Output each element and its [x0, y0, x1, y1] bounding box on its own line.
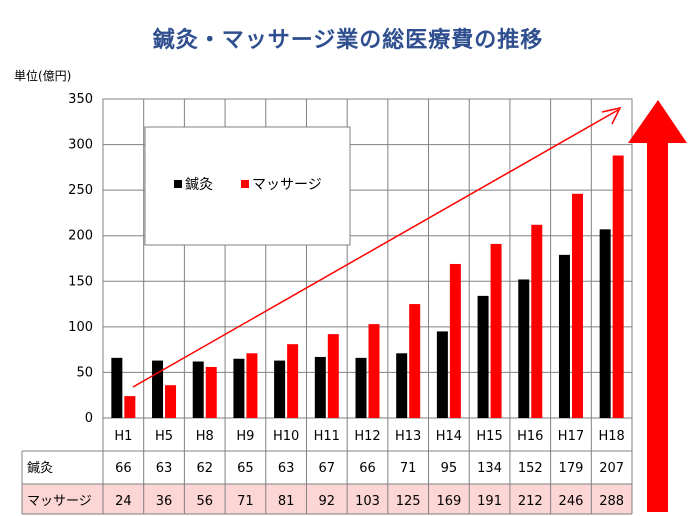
- bar-massage: [124, 396, 136, 418]
- bar-shinkyu: [233, 358, 245, 418]
- bar-massage: [531, 224, 543, 418]
- table-cell-value: 95: [441, 461, 458, 476]
- trend-arrow-head: [601, 106, 622, 125]
- table-cell-value: 212: [518, 494, 543, 509]
- bar-shinkyu: [518, 279, 530, 418]
- legend-label: マッサージ: [252, 177, 322, 193]
- bar-massage: [287, 344, 299, 418]
- table-cell-value: 71: [237, 494, 254, 509]
- table-cell-value: 288: [599, 494, 624, 509]
- bar-shinkyu: [314, 356, 326, 418]
- legend: 鍼灸 マッサージ: [144, 126, 351, 246]
- legend-label: 鍼灸: [185, 176, 213, 193]
- x-tick-label: H1: [114, 429, 132, 444]
- table-cell-value: 246: [559, 494, 584, 509]
- unit-label: 単位(億円): [14, 68, 71, 83]
- table-cell-value: 62: [196, 461, 213, 476]
- table-cell-value: 152: [518, 461, 543, 476]
- bar-massage: [409, 304, 421, 418]
- y-tick-label: 100: [68, 320, 93, 335]
- table-cell-value: 66: [115, 461, 132, 476]
- table-cell-value: 134: [477, 461, 502, 476]
- bar-massage: [327, 334, 339, 418]
- table-cell-value: 67: [319, 461, 336, 476]
- x-tick-label: H8: [196, 429, 214, 444]
- table-cell-value: 63: [278, 461, 295, 476]
- legend-swatch: [241, 180, 249, 188]
- x-tick-label: H14: [436, 429, 462, 444]
- table-cell-value: 65: [237, 461, 254, 476]
- bar-massage: [205, 366, 217, 418]
- table-cell-value: 56: [196, 494, 213, 509]
- bar-shinkyu: [477, 295, 489, 418]
- trend-arrow-line: [132, 109, 619, 388]
- x-tick-label: H12: [354, 429, 380, 444]
- bar-shinkyu: [192, 361, 204, 418]
- bar-massage: [571, 193, 583, 418]
- table-cell-value: 191: [477, 494, 502, 509]
- x-tick-label: H15: [476, 429, 502, 444]
- table-cell-value: 125: [396, 494, 421, 509]
- bar-massage: [449, 263, 461, 418]
- table-cell-value: 179: [559, 461, 584, 476]
- table-cell-value: 24: [115, 494, 132, 509]
- bar-shinkyu: [599, 229, 611, 418]
- table-cell-value: 71: [400, 461, 417, 476]
- bar-shinkyu: [152, 360, 164, 418]
- table-highlight-row: [22, 484, 632, 514]
- bar-massage: [490, 243, 502, 418]
- x-tick-label: H9: [236, 429, 254, 444]
- bar-shinkyu: [558, 254, 570, 418]
- bar-massage: [165, 385, 177, 418]
- y-tick-label: 300: [68, 138, 93, 153]
- bar-shinkyu: [436, 331, 448, 418]
- y-tick-label: 200: [68, 229, 93, 244]
- data-table: H1 H5 H8 H9 H10 H11 H12 H13 H14 H15 H16 H17 H18 鍼灸 66 6…: [21, 418, 633, 515]
- y-tick-label: 350: [68, 92, 93, 107]
- x-tick-label: H11: [314, 429, 340, 444]
- legend-swatch: [174, 180, 182, 188]
- x-tick-label: H10: [273, 429, 299, 444]
- table-cell-value: 169: [436, 494, 461, 509]
- table-cell-value: 81: [278, 494, 295, 509]
- chart-title: 鍼灸・マッサージ業の総医療費の推移: [152, 28, 544, 53]
- bar-shinkyu: [111, 357, 123, 418]
- bar-shinkyu: [274, 360, 286, 418]
- y-axis-ticks: 0 50 100 150 200 250 300 350: [68, 92, 93, 426]
- y-tick-label: 150: [68, 274, 93, 289]
- table-cell-value: 66: [359, 461, 376, 476]
- bar-massage: [368, 324, 380, 418]
- x-tick-label: H5: [155, 429, 173, 444]
- y-tick-label: 50: [76, 365, 93, 380]
- table-cell-value: 36: [156, 494, 173, 509]
- arrows: [132, 100, 687, 512]
- x-tick-label: H18: [598, 429, 624, 444]
- table-cell-value: 92: [319, 494, 336, 509]
- table-cell-value: 103: [355, 494, 380, 509]
- bar-shinkyu: [396, 353, 408, 418]
- y-tick-label: 0: [85, 411, 93, 426]
- bar-massage: [612, 155, 624, 418]
- bar-shinkyu: [355, 357, 367, 418]
- x-tick-label: H16: [517, 429, 543, 444]
- x-tick-label: H13: [395, 429, 421, 444]
- bars: [111, 155, 624, 418]
- y-tick-label: 250: [68, 183, 93, 198]
- bar-massage: [246, 353, 258, 418]
- table-cell-value: 63: [156, 461, 173, 476]
- table-series-name: マッサージ: [27, 494, 92, 509]
- table-series-name: 鍼灸: [27, 460, 53, 476]
- table-cell-value: 207: [599, 461, 624, 476]
- growth-arrow: [628, 100, 687, 512]
- x-tick-label: H17: [558, 429, 584, 444]
